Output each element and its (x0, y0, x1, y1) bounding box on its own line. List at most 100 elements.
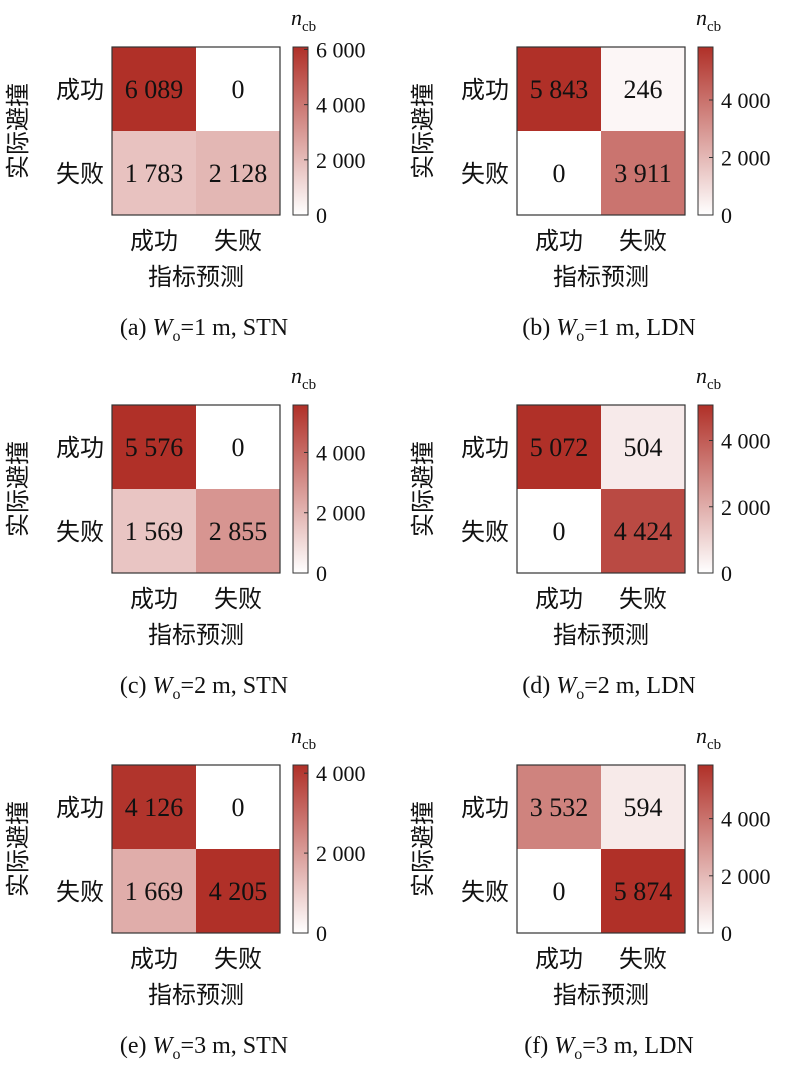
cell-value-label: 504 (624, 433, 663, 462)
colorbar-tick-label: 0 (721, 561, 732, 586)
caption-rest: =1 m, STN (181, 315, 289, 341)
cell-value-label: 3 532 (530, 793, 589, 822)
heatmap-cell (196, 131, 280, 215)
heatmap-cell (601, 489, 685, 573)
caption-prefix: (c) (120, 673, 153, 699)
colorbar-title-sub: cb (707, 377, 721, 393)
x-axis-label: 指标预测 (553, 982, 649, 1009)
x-axis-label: 指标预测 (148, 622, 244, 649)
colorbar-title-main: n (291, 5, 302, 30)
y-axis-label: 实际避撞 (410, 83, 437, 179)
colorbar-title-sub: cb (302, 737, 316, 753)
row-tick-label: 失败 (56, 519, 104, 546)
heatmap-cell (517, 131, 601, 215)
heatmap-cell (196, 765, 280, 849)
caption-var: W (556, 315, 578, 341)
colorbar (292, 46, 309, 216)
cell-value-label: 5 874 (614, 877, 673, 906)
cell-value-label: 4 205 (209, 877, 268, 906)
colorbar-tick-label: 4 000 (316, 93, 366, 118)
heatmap-cell (517, 405, 601, 489)
caption-prefix: (f) (524, 1033, 554, 1059)
x-axis-label: 指标预测 (553, 264, 649, 291)
colorbar-title-main: n (696, 363, 707, 388)
row-tick-label: 失败 (56, 161, 104, 188)
heatmap-cell (196, 489, 280, 573)
colorbar-tick-label: 0 (721, 921, 732, 946)
heatmap-cell (601, 405, 685, 489)
colorbar (292, 764, 309, 934)
colorbar-title-main: n (696, 5, 707, 30)
heatmap-cell (196, 47, 280, 131)
cell-value-label: 594 (624, 793, 663, 822)
col-tick-label: 失败 (214, 946, 262, 973)
colorbar-tick-label: 0 (316, 203, 327, 228)
col-tick-label: 失败 (619, 586, 667, 613)
y-axis-label: 实际避撞 (5, 801, 32, 897)
caption-prefix: (b) (522, 315, 556, 341)
caption-sub: o (574, 1046, 582, 1063)
colorbar-tick-label: 2 000 (316, 841, 366, 866)
caption-rest: =1 m, LDN (584, 315, 696, 341)
caption-sub: o (173, 1046, 181, 1063)
panel-caption: (c) Wo=2 m, STN (120, 673, 288, 703)
plot-frame (111, 46, 281, 216)
colorbar-title-sub: cb (707, 19, 721, 35)
cell-value-label: 4 424 (614, 517, 673, 546)
caption-var: W (153, 673, 175, 699)
heatmap-cell (601, 47, 685, 131)
colorbar-title: ncb (291, 5, 316, 35)
colorbar-tick-label: 4 000 (721, 429, 771, 454)
heatmap-cell (517, 849, 601, 933)
colorbar-title-main: n (696, 723, 707, 748)
heatmap-cell (112, 405, 196, 489)
col-tick-label: 成功 (535, 586, 583, 613)
colorbar-title: ncb (291, 723, 316, 753)
y-axis-label: 实际避撞 (410, 801, 437, 897)
row-tick-label: 失败 (461, 161, 509, 188)
heatmap-cell (112, 131, 196, 215)
plot-frame (111, 764, 281, 934)
panel-caption: (a) Wo=1 m, STN (120, 315, 288, 345)
heatmap-cell (112, 47, 196, 131)
cell-value-label: 2 855 (209, 517, 268, 546)
caption-prefix: (e) (120, 1033, 153, 1059)
caption-prefix: (d) (522, 673, 556, 699)
col-tick-label: 成功 (130, 946, 178, 973)
cell-value-label: 1 669 (125, 877, 184, 906)
caption-rest: =3 m, LDN (582, 1033, 694, 1059)
colorbar-tick-label: 6 000 (316, 37, 366, 62)
heatmap-cell (601, 131, 685, 215)
colorbar-tick-label: 0 (316, 561, 327, 586)
heatmap-cell (517, 47, 601, 131)
x-axis-label: 指标预测 (148, 264, 244, 291)
colorbar (697, 764, 714, 934)
caption-rest: =3 m, STN (181, 1033, 289, 1059)
colorbar-title: ncb (696, 5, 721, 35)
cell-value-label: 0 (553, 159, 566, 188)
caption-var: W (554, 1033, 576, 1059)
heatmap-cell (112, 849, 196, 933)
colorbar-title-sub: cb (302, 19, 316, 35)
heatmap-cell (517, 765, 601, 849)
row-tick-label: 成功 (56, 795, 104, 822)
plot-frame (516, 46, 686, 216)
colorbar (697, 404, 714, 574)
plot-frame (111, 404, 281, 574)
row-tick-label: 成功 (461, 795, 509, 822)
colorbar (697, 46, 714, 216)
col-tick-label: 成功 (535, 946, 583, 973)
cell-value-label: 1 569 (125, 517, 184, 546)
heatmap-cell (517, 489, 601, 573)
caption-rest: =2 m, STN (181, 673, 289, 699)
row-tick-label: 成功 (461, 77, 509, 104)
colorbar-title-main: n (291, 363, 302, 388)
colorbar (292, 404, 309, 574)
cell-value-label: 2 128 (209, 159, 268, 188)
plot-frame (516, 404, 686, 574)
caption-sub: o (173, 686, 181, 703)
